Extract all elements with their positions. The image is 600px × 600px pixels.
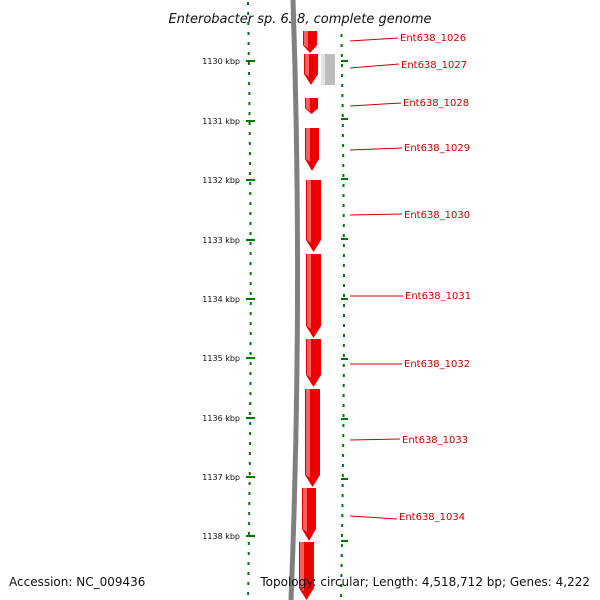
kbp-tick-label: 1138 kbp: [202, 532, 240, 541]
kbp-scale: 1130 kbp 1131 kbp 1132 kbp 1133 kbp 1134 kbp…: [202, 57, 255, 541]
kbp-tick: [246, 535, 255, 537]
kbp-tick-label: 1132 kbp: [202, 176, 240, 185]
gene-label[interactable]: Ent638_1026: [400, 33, 466, 44]
topology-text: Topology: circular; Length: 4,518,712 bp…: [260, 575, 590, 589]
kbp-tick: [246, 357, 255, 359]
gene-arrow-highlight: [300, 542, 304, 591]
gene-label[interactable]: Ent638_1027: [401, 60, 467, 71]
gene-label[interactable]: Ent638_1028: [403, 98, 469, 109]
kbp-tick: [246, 60, 255, 62]
gene-labels: Ent638_1026 Ent638_1027 Ent638_1028 Ent638_…: [349, 33, 471, 523]
kbp-tick-label: 1130 kbp: [202, 57, 240, 66]
scale-ring-left: [247, 2, 252, 595]
kbp-tick: [246, 417, 255, 419]
gene-label[interactable]: Ent638_1031: [405, 291, 471, 302]
gene-leader-line: [349, 147, 403, 151]
accession-text: Accession: NC_009436: [9, 575, 146, 589]
gene-track: [299, 31, 321, 600]
gene-label[interactable]: Ent638_1032: [404, 359, 470, 370]
kbp-tick: [246, 298, 255, 300]
gene-arrow-highlight: [306, 128, 310, 162]
kbp-tick-label: 1136 kbp: [202, 414, 240, 423]
gene-label[interactable]: Ent638_1033: [402, 435, 468, 446]
kbp-tick: [246, 239, 255, 241]
gene-label[interactable]: Ent638_1034: [399, 512, 465, 523]
gene-leader-line: [349, 37, 399, 42]
gene-leader-line: [349, 438, 401, 441]
kbp-tick: [246, 120, 255, 122]
kbp-tick-label: 1137 kbp: [202, 473, 240, 482]
gene-arrow-highlight: [303, 488, 307, 532]
gene-leader-line: [349, 515, 398, 520]
gene-leader-line: [349, 213, 403, 216]
kbp-tick-label: 1134 kbp: [202, 295, 240, 304]
gene-arrow-highlight: [307, 339, 311, 378]
genome-backbone: [288, 0, 301, 600]
gene-arrow-highlight: [307, 180, 311, 243]
kbp-tick-label: 1135 kbp: [202, 354, 240, 363]
gene-arrow-highlight: [304, 31, 308, 49]
gene-leader-line: [349, 63, 400, 69]
kbp-tick: [246, 179, 255, 181]
gene-arrow-highlight: [307, 254, 311, 329]
gene-arrow-highlight: [306, 98, 310, 112]
gene-arrow-highlight: [305, 54, 309, 78]
kbp-tick-label: 1131 kbp: [202, 117, 240, 126]
gene-label[interactable]: Ent638_1029: [404, 143, 470, 154]
kbp-tick: [246, 476, 255, 478]
gene-label[interactable]: Ent638_1030: [404, 210, 470, 221]
kbp-tick-label: 1133 kbp: [202, 236, 240, 245]
gene-leader-line: [349, 102, 402, 107]
gene-arrow-highlight: [306, 389, 310, 478]
grey-feature: [321, 54, 335, 85]
map-title: Enterobacter sp. 638, complete genome: [168, 12, 431, 27]
gene-ring-right: [340, 34, 348, 597]
